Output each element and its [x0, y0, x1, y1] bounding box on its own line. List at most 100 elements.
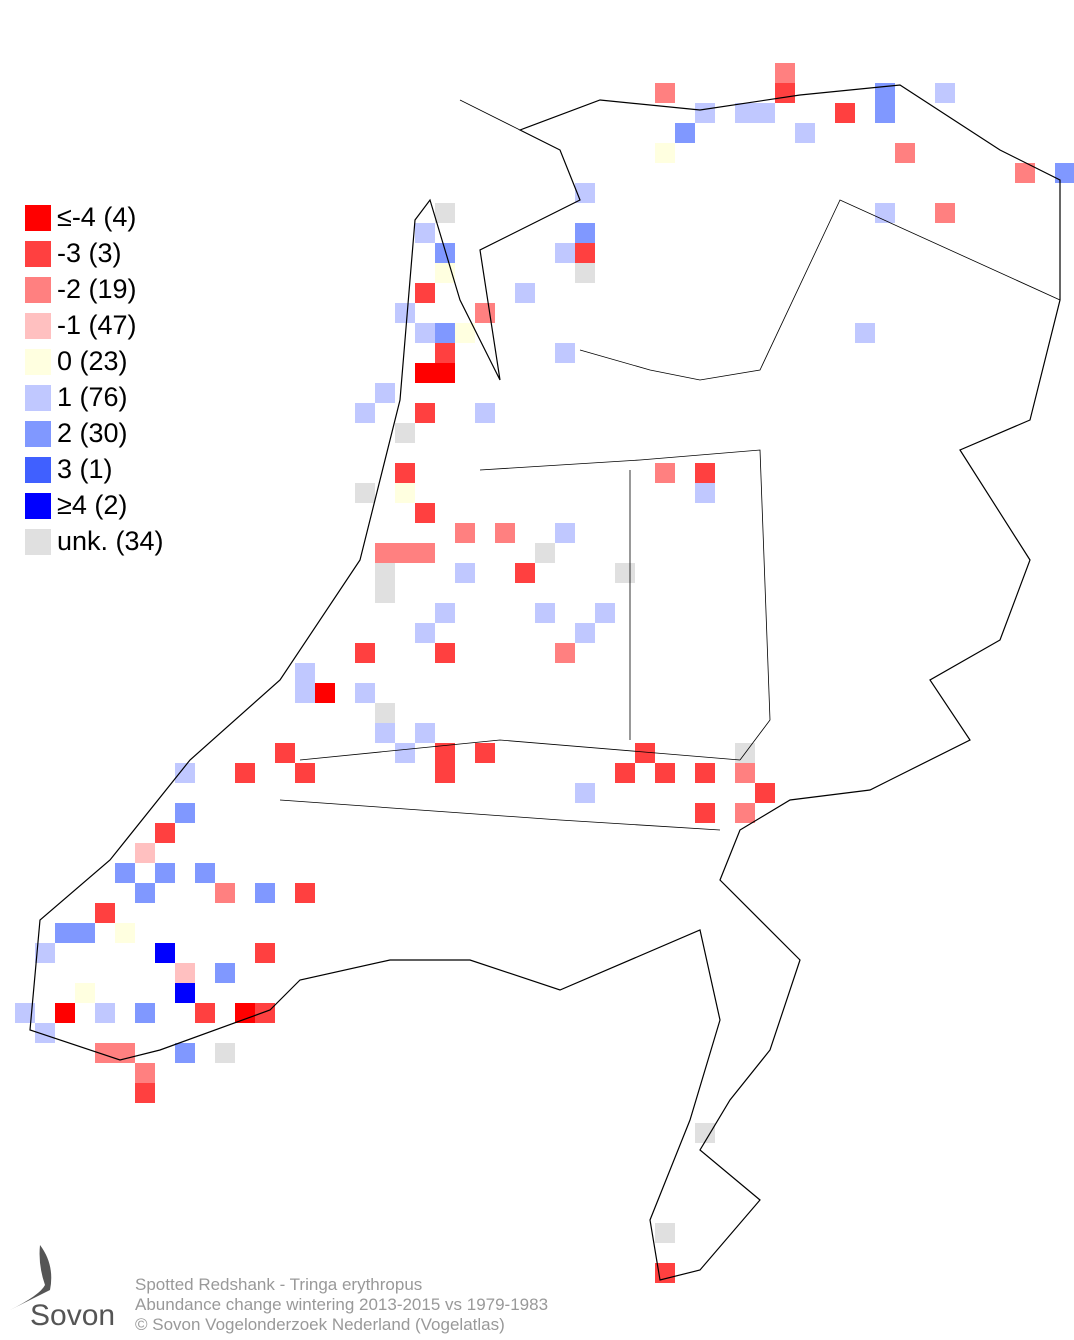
grid-cell: [395, 423, 415, 443]
grid-cell: [215, 1043, 235, 1063]
legend-swatch: [25, 349, 51, 375]
legend-label: ≥4 (2): [57, 490, 127, 520]
grid-cell: [435, 243, 455, 263]
grid-cell: [755, 103, 775, 123]
grid-cell: [215, 963, 235, 983]
grid-cell: [55, 923, 75, 943]
grid-cell: [135, 1083, 155, 1103]
legend-label: ≤-4 (4): [57, 202, 136, 232]
country-outline: [29, 84, 1061, 1281]
grid-cell: [775, 83, 795, 103]
grid-cell: [595, 603, 615, 623]
grid-cell: [355, 403, 375, 423]
grid-cell: [415, 323, 435, 343]
grid-cell: [695, 463, 715, 483]
grid-cell: [395, 743, 415, 763]
grid-cell: [475, 743, 495, 763]
grid-cell: [1015, 163, 1035, 183]
grid-cell: [15, 1003, 35, 1023]
grid-cells: [15, 63, 1074, 1283]
grid-cell: [695, 483, 715, 503]
grid-cell: [475, 403, 495, 423]
grid-cell: [655, 83, 675, 103]
grid-cell: [935, 83, 955, 103]
grid-cell: [395, 303, 415, 323]
grid-cell: [395, 543, 415, 563]
grid-cell: [255, 883, 275, 903]
grid-cell: [655, 463, 675, 483]
grid-cell: [415, 543, 435, 563]
subtitle: Abundance change wintering 2013-2015 vs …: [135, 1295, 548, 1314]
grid-cell: [255, 1003, 275, 1023]
grid-cell: [435, 203, 455, 223]
grid-cell: [615, 763, 635, 783]
legend-label: 2 (30): [57, 418, 128, 448]
grid-cell: [435, 743, 455, 763]
grid-cell: [115, 863, 135, 883]
grid-cell: [735, 763, 755, 783]
grid-cell: [175, 963, 195, 983]
grid-cell: [375, 703, 395, 723]
grid-cell: [355, 643, 375, 663]
grid-cell: [75, 983, 95, 1003]
grid-cell: [555, 343, 575, 363]
grid-cell: [855, 323, 875, 343]
grid-cell: [575, 783, 595, 803]
legend-swatch: [25, 205, 51, 231]
grid-cell: [475, 303, 495, 323]
grid-cell: [115, 923, 135, 943]
grid-cell: [55, 1003, 75, 1023]
grid-cell: [875, 203, 895, 223]
grid-cell: [735, 803, 755, 823]
legend-swatch: [25, 313, 51, 339]
grid-cell: [515, 563, 535, 583]
grid-cell: [675, 123, 695, 143]
grid-cell: [575, 263, 595, 283]
grid-cell: [1055, 163, 1074, 183]
legend-label: -1 (47): [57, 310, 137, 340]
copyright: © Sovon Vogelonderzoek Nederland (Vogela…: [135, 1315, 505, 1334]
grid-cell: [575, 623, 595, 643]
legend-label: 3 (1): [57, 454, 113, 484]
grid-cell: [195, 863, 215, 883]
grid-cell: [295, 763, 315, 783]
grid-cell: [415, 723, 435, 743]
grid-cell: [415, 623, 435, 643]
grid-cell: [895, 143, 915, 163]
grid-cell: [435, 603, 455, 623]
grid-cell: [435, 763, 455, 783]
grid-cell: [175, 803, 195, 823]
grid-cell: [115, 1043, 135, 1063]
grid-cell: [135, 1063, 155, 1083]
grid-cell: [775, 63, 795, 83]
grid-cell: [435, 363, 455, 383]
grid-cell: [655, 143, 675, 163]
grid-cell: [875, 103, 895, 123]
grid-cell: [355, 683, 375, 703]
grid-cell: [455, 563, 475, 583]
grid-cell: [435, 343, 455, 363]
grid-cell: [375, 563, 395, 583]
grid-cell: [215, 883, 235, 903]
grid-cell: [295, 683, 315, 703]
grid-cell: [235, 763, 255, 783]
grid-cell: [535, 603, 555, 623]
grid-cell: [655, 763, 675, 783]
grid-cell: [535, 543, 555, 563]
grid-cell: [175, 763, 195, 783]
grid-cell: [95, 1043, 115, 1063]
grid-cell: [635, 743, 655, 763]
grid-cell: [235, 1003, 255, 1023]
legend-label: -2 (19): [57, 274, 137, 304]
grid-cell: [295, 663, 315, 683]
grid-cell: [695, 763, 715, 783]
grid-cell: [515, 283, 535, 303]
grid-cell: [95, 1003, 115, 1023]
grid-cell: [435, 643, 455, 663]
grid-cell: [415, 283, 435, 303]
grid-cell: [495, 523, 515, 543]
grid-cell: [155, 823, 175, 843]
grid-cell: [195, 1003, 215, 1023]
grid-cell: [415, 363, 435, 383]
grid-cell: [935, 203, 955, 223]
